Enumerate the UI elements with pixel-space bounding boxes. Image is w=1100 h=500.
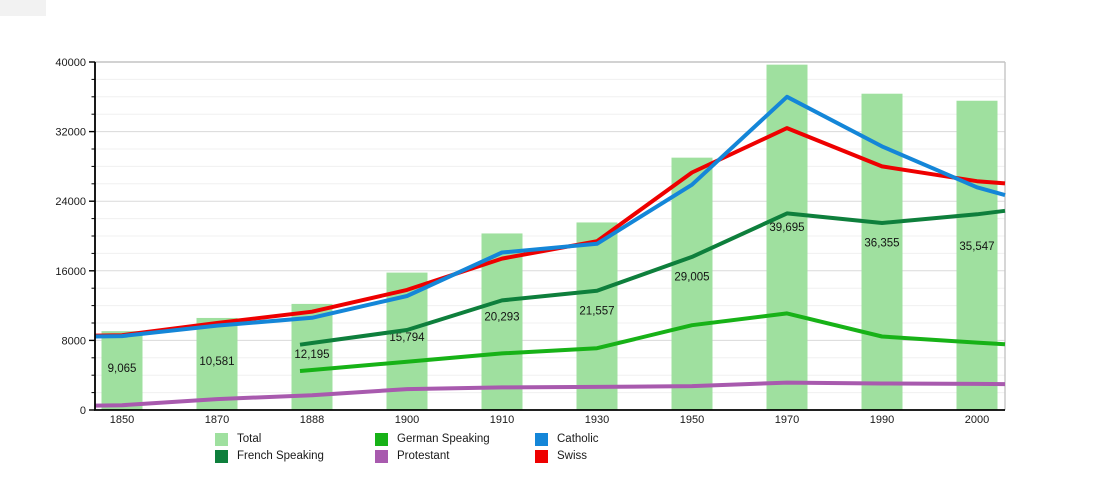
bar-label-1870: 10,581: [199, 356, 234, 368]
bar-label-1930: 21,557: [579, 306, 614, 318]
series-line-catholic: [94, 94, 1006, 339]
x-axis-label-1888: 1888: [300, 414, 324, 426]
bar-total-1970: [766, 64, 808, 410]
bar-label-1950: 29,005: [674, 271, 709, 283]
bar-total-1950: [671, 157, 713, 410]
y-axis-label-24000: 24000: [55, 196, 86, 208]
bar-label-1970: 39,695: [769, 222, 804, 234]
y-axis-label-8000: 8000: [62, 335, 86, 347]
series-line-protestant: [94, 380, 1006, 408]
bar-label-2000: 35,547: [959, 241, 994, 253]
x-axis-label-1850: 1850: [110, 414, 134, 426]
bar-label-1900: 15,794: [389, 332, 425, 344]
y-axis-label-0: 0: [80, 405, 86, 417]
bar-total-1888: [291, 303, 333, 410]
x-axis-label-1990: 1990: [870, 414, 894, 426]
bar-label-1850: 9,065: [108, 363, 137, 375]
bar-total-1930: [576, 222, 618, 410]
x-axis-label-2000: 2000: [965, 414, 989, 426]
x-axis-label-1970: 1970: [775, 414, 799, 426]
x-axis-label-1910: 1910: [490, 414, 514, 426]
bar-label-1888: 12,195: [294, 349, 329, 361]
y-axis-label-32000: 32000: [55, 127, 86, 139]
bar-label-1990: 36,355: [864, 237, 899, 249]
bar-total-2000: [956, 100, 998, 411]
x-axis-label-1870: 1870: [205, 414, 229, 426]
series-line-german-speaking: [299, 311, 1006, 373]
x-axis-label-1950: 1950: [680, 414, 704, 426]
screen-corner-artifact: [0, 0, 46, 16]
x-axis-label-1930: 1930: [585, 414, 609, 426]
y-axis-label-16000: 16000: [55, 266, 86, 278]
bar-total-1850: [101, 331, 143, 410]
series-line-french-speaking: [299, 208, 1006, 347]
bar-label-1910: 20,293: [484, 311, 519, 323]
y-axis-label-40000: 40000: [55, 57, 86, 69]
bar-total-1870: [196, 317, 238, 410]
x-axis-label-1900: 1900: [395, 414, 419, 426]
